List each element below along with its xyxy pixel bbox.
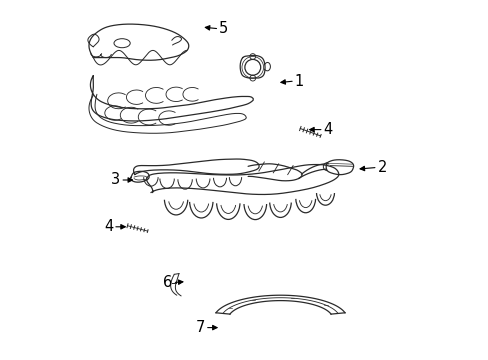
- Text: 1: 1: [294, 73, 304, 89]
- Text: 3: 3: [111, 172, 120, 188]
- Text: 5: 5: [219, 21, 228, 36]
- Text: 4: 4: [323, 122, 332, 137]
- Text: 7: 7: [195, 320, 204, 335]
- Text: 4: 4: [103, 219, 113, 234]
- Text: 2: 2: [377, 160, 386, 175]
- Text: 6: 6: [163, 275, 172, 290]
